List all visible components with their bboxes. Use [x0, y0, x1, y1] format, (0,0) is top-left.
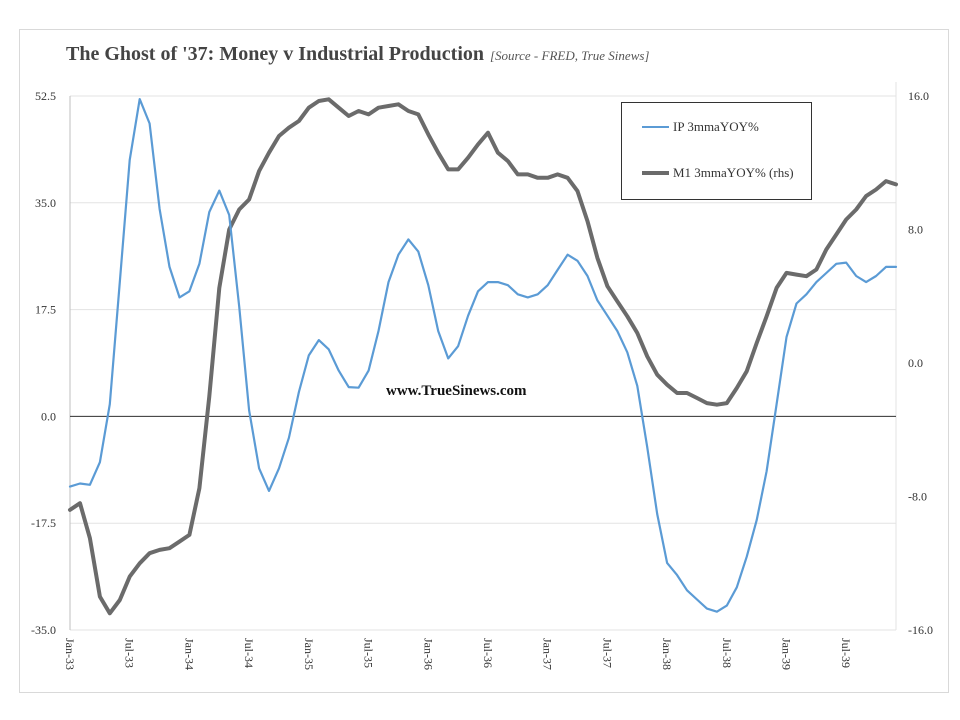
left-tick-label: 52.5 — [35, 89, 56, 103]
left-tick-label: -17.5 — [31, 516, 56, 530]
legend-swatch-ip — [642, 126, 669, 128]
x-tick-label: Jul-37 — [600, 638, 614, 668]
legend-item-m1: M1 3mmaYOY% (rhs) — [642, 165, 794, 181]
x-tick-label: Jul-34 — [242, 638, 256, 668]
x-tick-label: Jul-35 — [362, 638, 376, 668]
title-text: The Ghost of '37: Money v Industrial Pro… — [66, 43, 484, 65]
x-tick-label: Jul-38 — [720, 638, 734, 668]
x-axis-ticks: Jan-33 Jul-33 Jan-34 Jul-34 Jan-35 Jul-35 Jan-… — [63, 638, 853, 670]
right-axis-ticks: -16.0 -8.0 0.0 8.0 16.0 — [908, 89, 933, 637]
right-tick-label: 16.0 — [908, 89, 929, 103]
legend-swatch-m1 — [642, 171, 669, 175]
right-tick-label: -8.0 — [908, 490, 927, 504]
legend-label-ip: IP 3mmaYOY% — [673, 119, 759, 134]
left-tick-label: 0.0 — [41, 409, 56, 423]
series-lines — [68, 97, 898, 616]
watermark: www.TrueSinews.com — [386, 383, 527, 399]
legend-label-m1: M1 3mmaYOY% (rhs) — [673, 165, 794, 180]
right-tick-label: 0.0 — [908, 356, 923, 370]
chart-subtitle: [Source - FRED, True Sinews] — [490, 48, 650, 63]
x-tick-label: Jan-39 — [780, 638, 794, 670]
m1-series-line — [68, 97, 898, 616]
x-tick-label: Jul-36 — [481, 638, 495, 668]
left-tick-label: -35.0 — [31, 623, 56, 637]
x-tick-label: Jan-36 — [421, 638, 435, 670]
right-tick-label: -16.0 — [908, 623, 933, 637]
left-tick-label: 17.5 — [35, 303, 56, 317]
legend-item-ip: IP 3mmaYOY% — [642, 119, 759, 135]
ip-series-line — [68, 97, 898, 613]
legend: IP 3mmaYOY% M1 3mmaYOY% (rhs) — [621, 102, 812, 200]
left-tick-label: 35.0 — [35, 196, 56, 210]
right-tick-label: 8.0 — [908, 223, 923, 237]
x-tick-label: Jan-37 — [541, 638, 555, 670]
left-axis-ticks: -35.0 -17.5 0.0 17.5 35.0 52.5 — [31, 89, 56, 637]
x-tick-label: Jan-35 — [302, 638, 316, 670]
x-tick-label: Jan-33 — [63, 638, 77, 670]
x-tick-label: Jul-33 — [123, 638, 137, 668]
x-tick-label: Jan-38 — [660, 638, 674, 670]
x-tick-label: Jan-34 — [182, 638, 196, 670]
chart-title: The Ghost of '37: Money v Industrial Pro… — [66, 43, 649, 66]
x-tick-label: Jul-39 — [839, 638, 853, 668]
